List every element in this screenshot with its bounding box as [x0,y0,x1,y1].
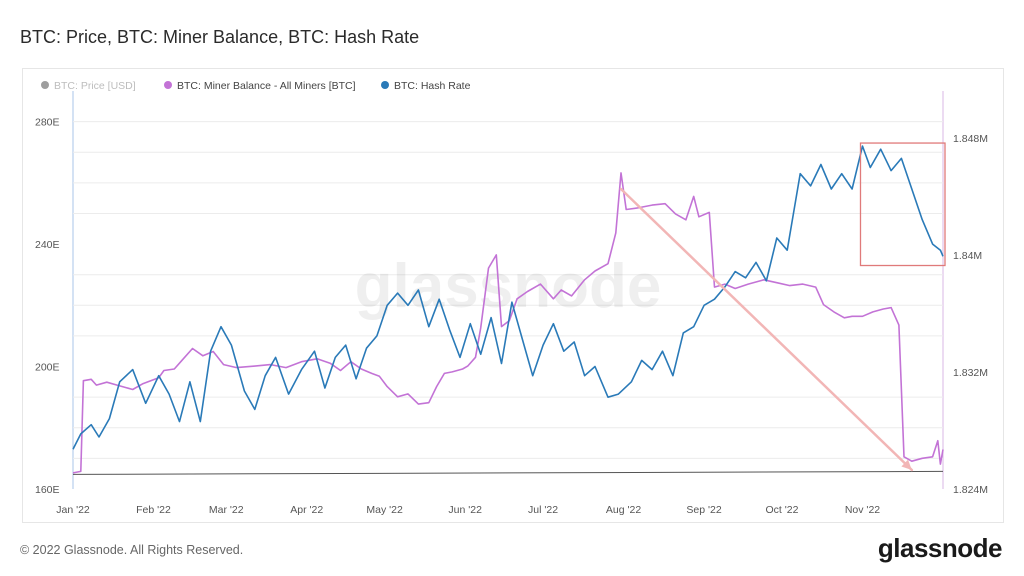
x-tick-label: Jul '22 [528,504,558,516]
y-right-tick-label: 1.84M [953,250,982,262]
y-left-tick-label: 200E [35,362,60,374]
x-tick-label: Jan '22 [56,504,90,516]
copyright-notice: © 2022 Glassnode. All Rights Reserved. [20,543,244,557]
trend-arrow [619,187,914,472]
miner-balance-line [72,172,944,474]
y-right-tick-label: 1.824M [953,484,988,496]
x-tick-label: Oct '22 [766,504,799,516]
glassnode-logo[interactable]: glassnode [877,533,1003,563]
legend-marker [381,81,389,89]
x-tick-label: Feb '22 [136,504,171,516]
legend-entry: BTC: Miner Balance - All Miners [BTC] [177,80,356,92]
watermark-text: glassnode [355,252,662,321]
price-line [72,470,944,475]
trend-arrow-head [901,459,912,470]
x-tick-label: Jun '22 [448,504,482,516]
chart: glassnode 160E 200E 240E 280E 1.824M 1.832M 1.8… [35,80,988,516]
hash-rate-line [72,145,944,450]
x-tick-label: May '22 [366,504,403,516]
legend-marker [164,81,172,89]
x-tick-label: Aug '22 [606,504,641,516]
x-tick-label: Apr '22 [290,504,323,516]
x-tick-label: Mar '22 [209,504,244,516]
legend-marker [41,81,49,89]
chart-panel: glassnode 160E 200E 240E 280E 1.824M 1.832M 1.8… [22,68,1004,523]
x-tick-label: Nov '22 [845,504,880,516]
legend-entry: BTC: Price [USD] [54,80,136,92]
y-right-tick-label: 1.848M [953,133,988,145]
y-left-tick-label: 160E [35,484,60,496]
legend-entry: BTC: Hash Rate [394,80,471,92]
x-tick-label: Sep '22 [686,504,721,516]
y-left-tick-label: 280E [35,117,60,129]
highlight-box [859,142,946,267]
y-left-tick-label: 240E [35,239,60,251]
y-right-tick-label: 1.832M [953,367,988,379]
page-title: BTC: Price, BTC: Miner Balance, BTC: Has… [20,27,420,47]
